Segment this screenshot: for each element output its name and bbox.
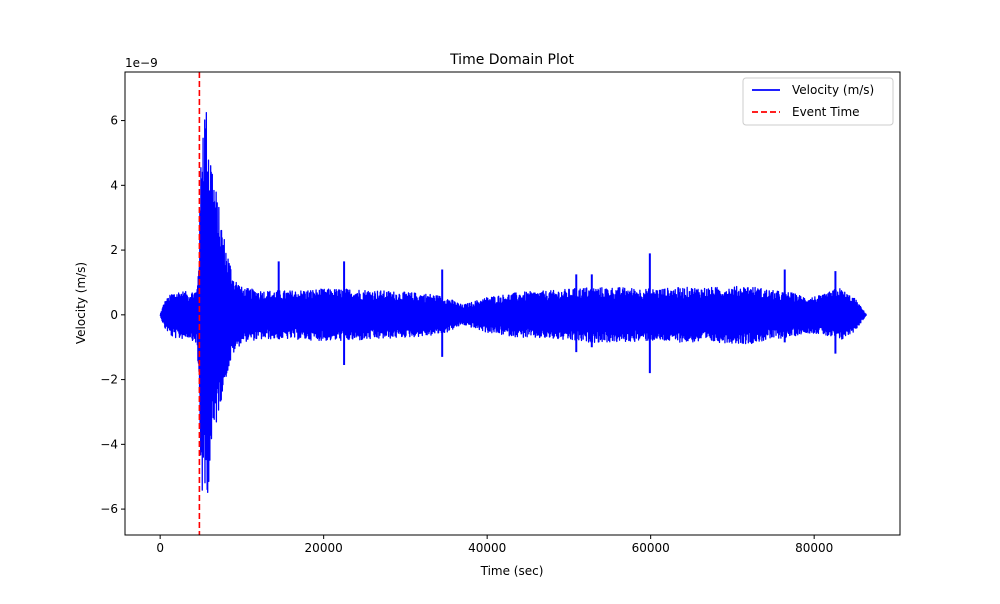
- y-tick-label: 2: [110, 243, 118, 257]
- x-tick-label: 40000: [468, 541, 506, 555]
- axes-frame: [124, 71, 901, 536]
- legend-label-event-time: Event Time: [792, 105, 860, 119]
- legend: Velocity (m/s) Event Time: [742, 77, 894, 126]
- x-tick-label: 60000: [632, 541, 670, 555]
- y-axis-label: Velocity (m/s): [74, 262, 88, 344]
- y-tick-label: −4: [100, 437, 118, 451]
- y-tick-label: 0: [110, 308, 118, 322]
- y-tick-label: 6: [110, 114, 118, 128]
- plot-area: [159, 72, 867, 535]
- legend-box: [742, 77, 894, 126]
- y-tick-label: 4: [110, 178, 118, 192]
- legend-label-velocity: Velocity (m/s): [792, 83, 874, 97]
- y-tick-label: −6: [100, 502, 118, 516]
- axis-ticks: 0 20000 40000 60000 80000 −6 −4 −2 0 2 4 6: [100, 114, 833, 555]
- x-tick-label: 0: [156, 541, 164, 555]
- x-tick-label: 80000: [795, 541, 833, 555]
- x-tick-label: 20000: [305, 541, 343, 555]
- y-tick-label: −2: [100, 373, 118, 387]
- x-axis-label: Time (sec): [480, 564, 544, 578]
- chart-title: Time Domain Plot: [449, 52, 574, 68]
- y-offset-label: 1e−9: [125, 56, 158, 70]
